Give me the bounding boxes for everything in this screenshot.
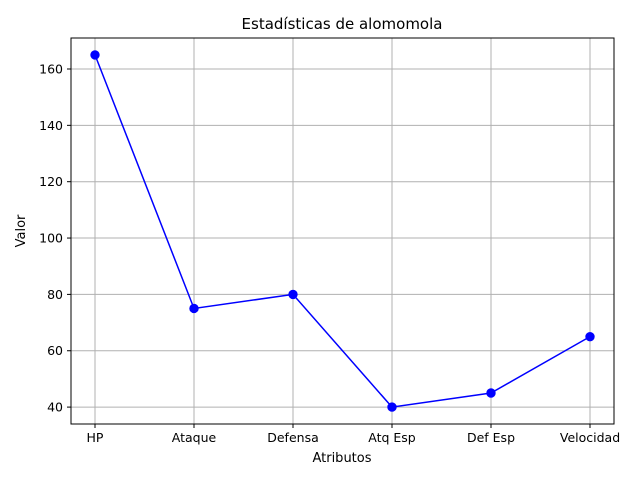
data-point <box>585 331 595 342</box>
x-tick-label: Ataque <box>172 430 217 445</box>
x-tick-label: Def Esp <box>467 430 515 445</box>
x-tick-label: Atq Esp <box>368 430 416 445</box>
y-tick-label: 140 <box>39 118 63 133</box>
x-tick-label: Defensa <box>267 430 319 445</box>
grid-lines <box>71 38 614 424</box>
y-axis-ticks: 40 60 80 100 120 140 160 <box>39 61 71 415</box>
x-tick-label: HP <box>87 430 104 445</box>
y-tick-label: 100 <box>39 231 63 246</box>
series-line <box>94 54 591 408</box>
y-tick-label: 40 <box>47 400 63 415</box>
y-tick-label: 60 <box>47 343 63 358</box>
x-axis-ticks: HP Ataque Defensa Atq Esp Def Esp Velocidad <box>87 424 620 445</box>
data-point <box>288 289 298 300</box>
data-point <box>189 303 199 314</box>
data-point <box>486 388 496 398</box>
x-tick-label: Velocidad <box>560 430 620 445</box>
data-point <box>387 402 397 412</box>
y-tick-label: 160 <box>39 61 63 76</box>
y-tick-label: 120 <box>39 174 63 189</box>
series-group <box>90 50 595 412</box>
data-point <box>90 50 100 60</box>
x-axis-label: Atributos <box>312 451 371 466</box>
plot-frame <box>70 37 615 425</box>
y-tick-label: 80 <box>47 287 63 302</box>
chart-title: Estadísticas de alomomola <box>242 15 443 33</box>
y-axis-label: Valor <box>14 214 29 247</box>
